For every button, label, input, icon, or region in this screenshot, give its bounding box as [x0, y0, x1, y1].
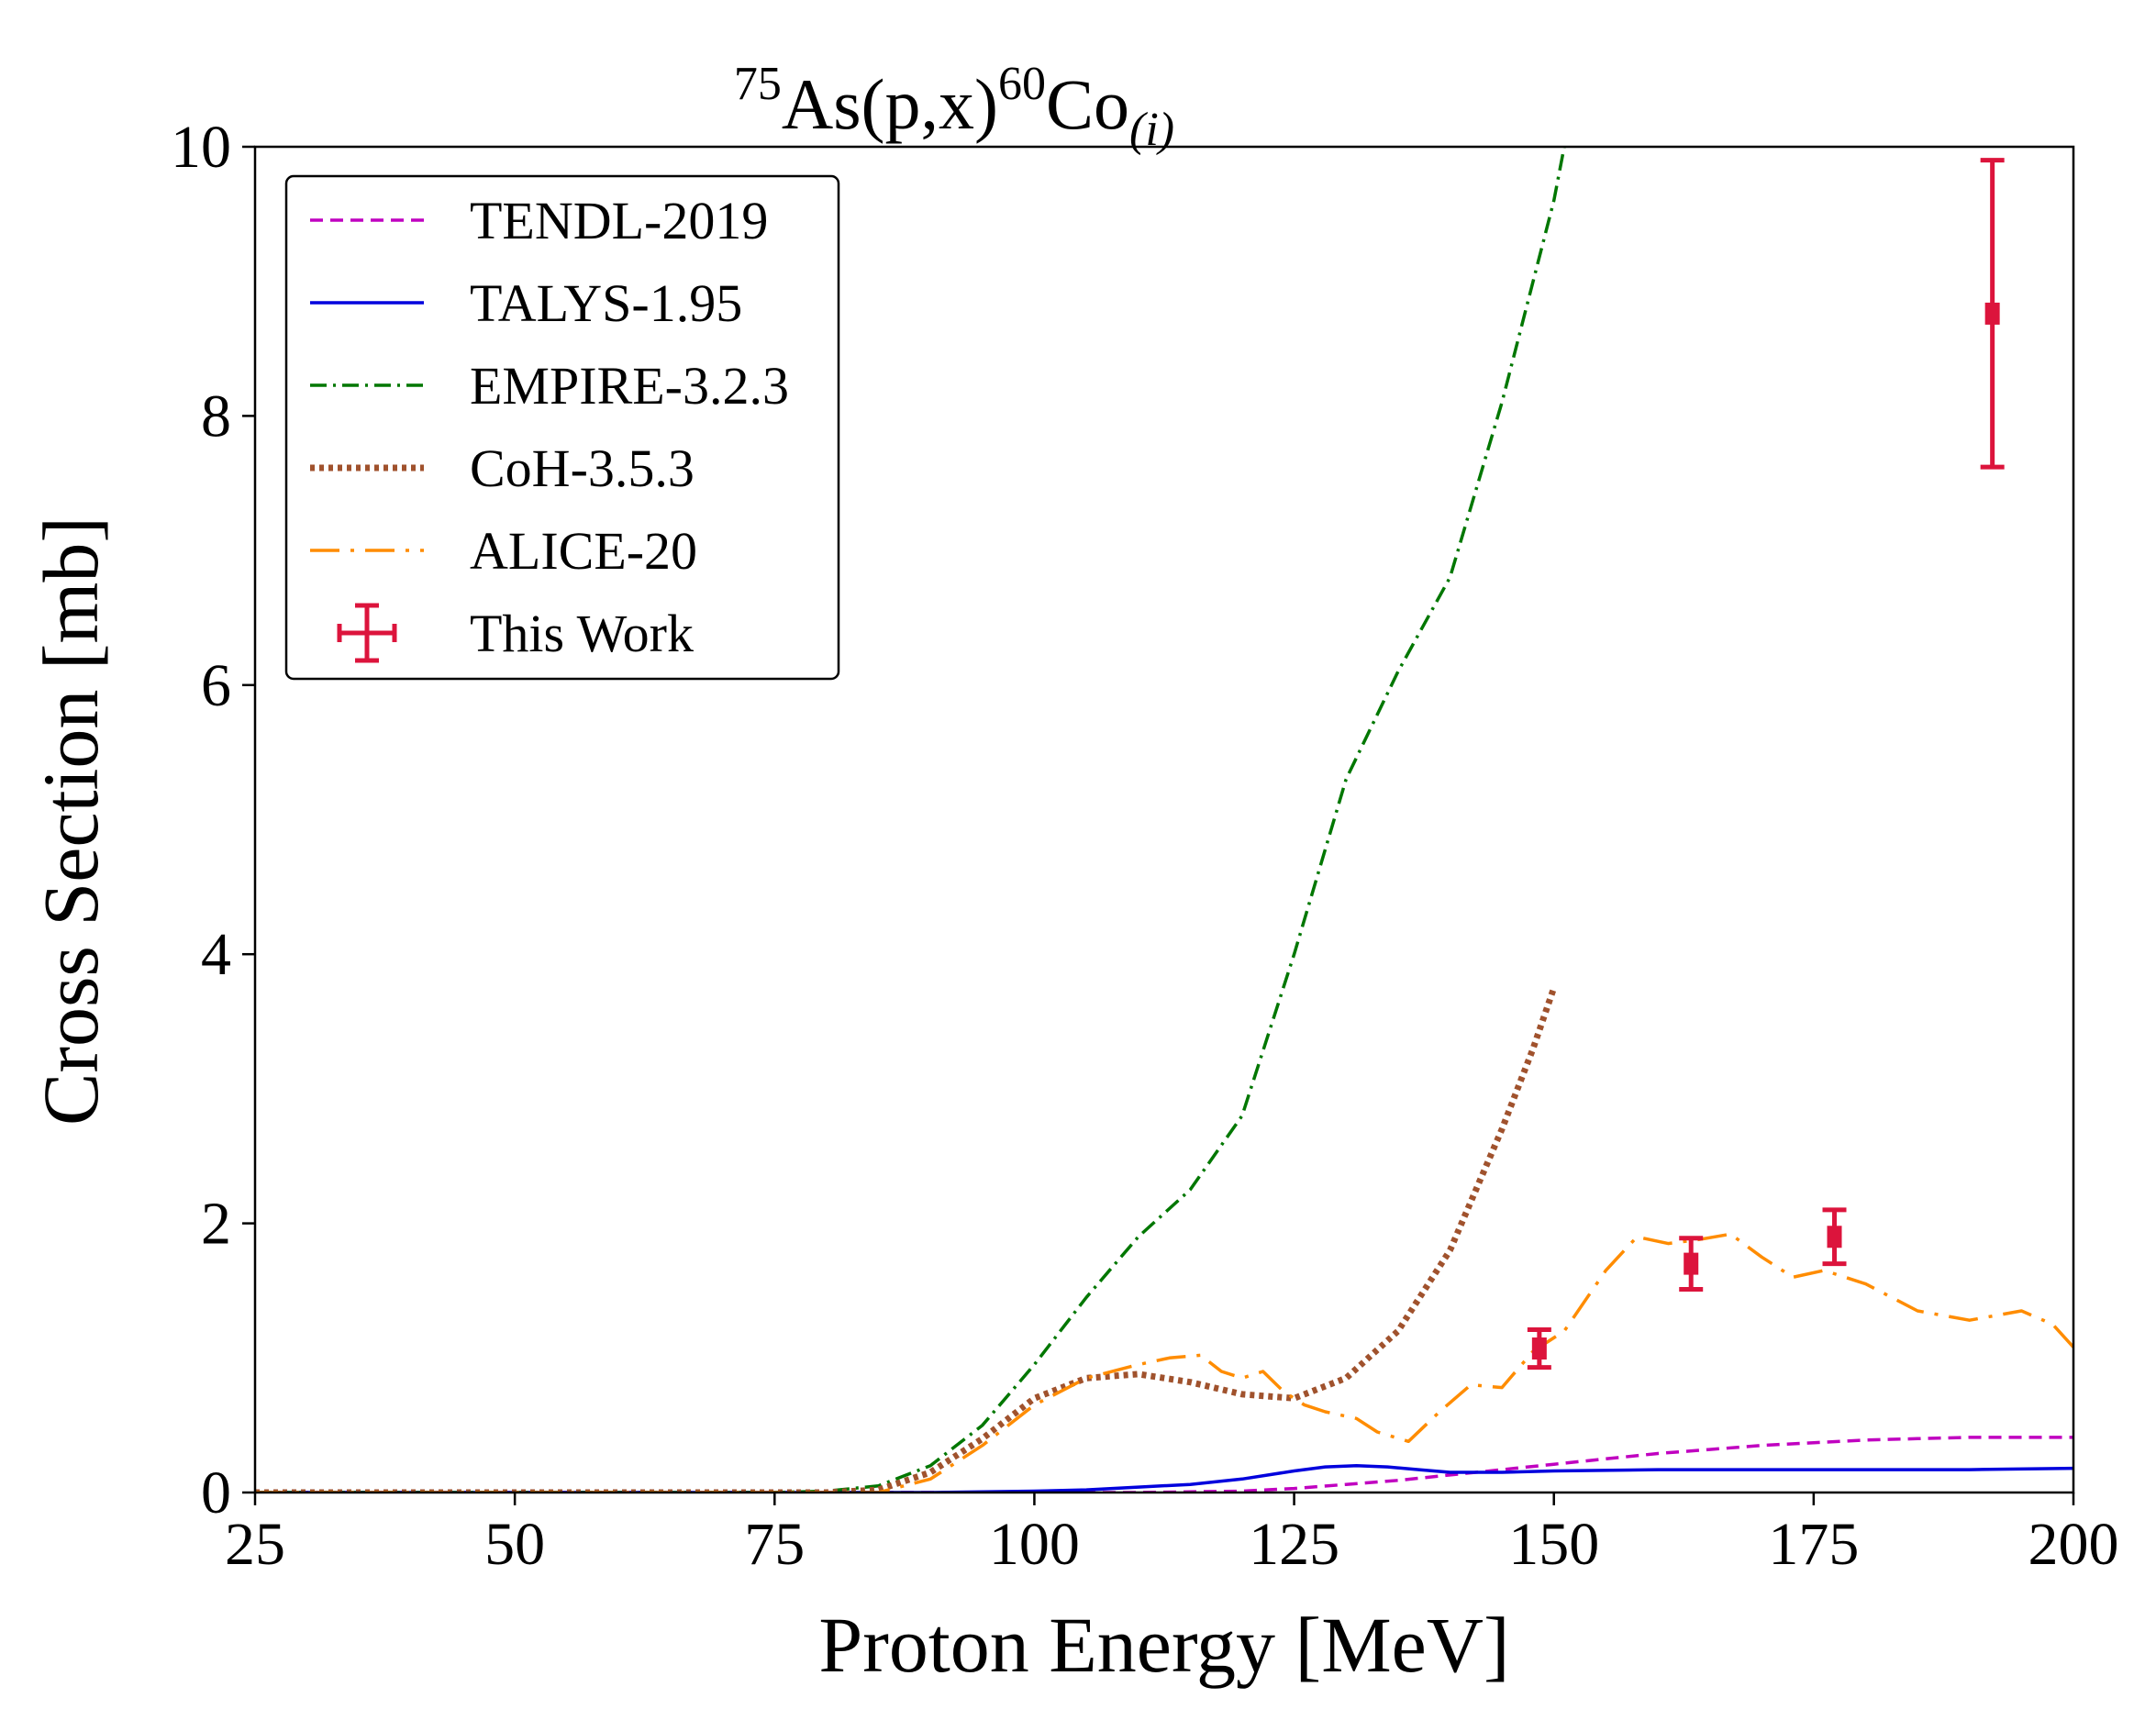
y-tick-label: 4: [201, 921, 231, 988]
data-point-this-work: [1527, 1326, 1551, 1370]
legend-entries: TENDL-2019 TALYS-1.95 EMPIRE-3.2.3 CoH-3.5.…: [310, 191, 789, 663]
title-mass-number-superscript: 75: [734, 58, 782, 110]
legend: TENDL-2019 TALYS-1.95 EMPIRE-3.2.3 CoH-3.5.…: [284, 174, 840, 681]
y-tick-label: 0: [201, 1459, 231, 1526]
x-tick-label: 25: [225, 1511, 285, 1578]
legend-entry: TALYS-1.95: [310, 273, 742, 333]
legend-entry: EMPIRE-3.2.3: [310, 356, 789, 416]
series-line-coh-3-5-3: [255, 986, 1558, 1493]
x-tick-label: 125: [1249, 1511, 1339, 1578]
legend-label: CoH-3.5.3: [470, 438, 695, 498]
y-tick-label: 10: [171, 114, 231, 181]
data-point-this-work: [1679, 1236, 1704, 1292]
legend-entry: CoH-3.5.3: [310, 438, 695, 498]
chart-title: 75As(p,x)60Co(i): [734, 58, 1174, 156]
x-tick-label: 175: [1768, 1511, 1859, 1578]
series-line-alice-20: [255, 1232, 2073, 1493]
data-point-this-work: [1822, 1207, 1847, 1267]
errorbar-layer: [1527, 158, 2005, 1370]
y-tick-label: 2: [201, 1191, 231, 1258]
x-tick-label: 50: [484, 1511, 545, 1578]
series-line-empire-3-2-3: [255, 147, 1566, 1493]
legend-label: EMPIRE-3.2.3: [470, 356, 789, 416]
title-independent-subscript: (i): [1129, 104, 1174, 156]
x-axis-label: Proton Energy [MeV]: [818, 1601, 1509, 1689]
legend-entry: This Work: [337, 603, 694, 663]
y-tick-label: 6: [201, 652, 231, 719]
plot-frame: [253, 145, 2075, 1494]
legend-entry: ALICE-20: [310, 521, 697, 581]
title-reaction: As(p,x): [782, 64, 998, 144]
x-tick-label: 75: [744, 1511, 805, 1578]
x-tick-label: 200: [2028, 1511, 2119, 1578]
legend-label: This Work: [470, 604, 694, 663]
title-product-mass-superscript: 60: [998, 58, 1046, 110]
legend-label: TENDL-2019: [470, 191, 768, 250]
series-line-tendl-2019: [255, 1436, 2073, 1493]
x-tick-label: 100: [989, 1511, 1080, 1578]
series-line-talys-1-95: [255, 1463, 2073, 1493]
y-tick-label: 8: [201, 383, 231, 449]
tick-layer: 25 50 75 100 125 150 175 200 0 2 4 6 8 10: [171, 114, 2119, 1578]
legend-entry: TENDL-2019: [310, 191, 768, 250]
x-tick-label: 150: [1508, 1511, 1599, 1578]
series-layer: [255, 147, 2073, 1493]
title-product: Co: [1046, 64, 1129, 144]
legend-label: ALICE-20: [470, 521, 697, 581]
legend-box: [284, 174, 840, 681]
legend-label: TALYS-1.95: [470, 273, 742, 333]
data-point-this-work: [1980, 158, 2005, 470]
y-axis-label: Cross Section [mb]: [27, 516, 115, 1126]
